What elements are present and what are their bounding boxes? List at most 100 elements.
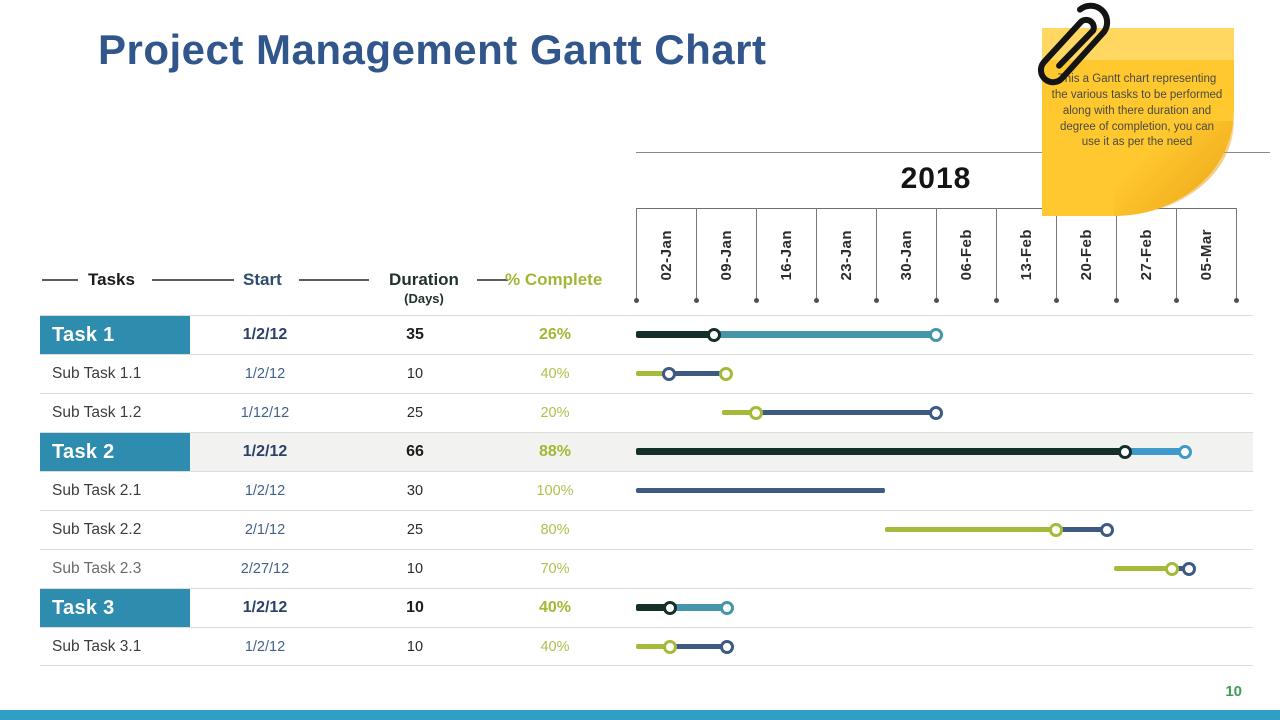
tick-dot (874, 298, 879, 303)
gantt-bar-segment (670, 644, 727, 649)
task-start-date: 1/2/12 (244, 483, 286, 499)
tick-line (636, 208, 637, 300)
task-start-date: 1/2/12 (244, 638, 286, 655)
task-percent-complete: 80% (540, 522, 570, 538)
date-label: 27-Feb (1116, 212, 1176, 298)
gantt-milestone-marker (661, 366, 676, 381)
gantt-bar-segment (636, 488, 885, 493)
task-name: Sub Task 2.2 (52, 521, 142, 538)
gantt-bar-segment (636, 448, 1125, 455)
task-name: Task 1 (40, 316, 190, 354)
tick-line (996, 208, 997, 300)
tick-dot (1054, 298, 1059, 303)
task-percent-complete: 26% (538, 326, 572, 343)
gantt-bar-segment (636, 331, 714, 338)
date-label-text: 06-Feb (957, 229, 975, 281)
task-duration: 10 (406, 599, 424, 616)
date-label-text: 30-Jan (897, 229, 915, 281)
header-divider (42, 279, 78, 281)
gantt-bar-segment (721, 410, 756, 415)
page-title: Project Management Gantt Chart (98, 26, 767, 73)
tick-line (1056, 208, 1057, 300)
gantt-bar-segment (1171, 566, 1189, 571)
gantt-milestone-marker (719, 639, 734, 654)
gantt-bar-segment (1114, 566, 1172, 571)
timeline-year-label: 2018 (900, 162, 972, 195)
column-header-complete: % Complete (505, 270, 603, 289)
tick-dot (1234, 298, 1239, 303)
tick-dot (814, 298, 819, 303)
gantt-milestone-marker (929, 327, 943, 342)
gantt-milestone-marker (1181, 561, 1196, 576)
task-duration: 10 (406, 366, 424, 382)
date-label: 30-Jan (876, 212, 936, 298)
task-duration: 35 (406, 326, 424, 343)
tick-dot (1174, 298, 1179, 303)
gantt-milestone-marker (1100, 522, 1115, 537)
tick-line (1176, 208, 1177, 300)
gantt-bar-segment (668, 371, 726, 376)
column-header-duration-unit: (Days) (404, 291, 444, 306)
page-number: 10 (1225, 683, 1242, 700)
task-percent-complete: 40% (538, 599, 572, 616)
gantt-milestone-marker (707, 327, 721, 342)
gantt-bar-segment (714, 331, 936, 338)
task-start-date: 1/2/12 (242, 443, 288, 460)
task-start-date: 1/12/12 (240, 405, 290, 421)
gantt-milestone-marker (663, 600, 678, 615)
tick-line (696, 208, 697, 300)
tick-line (1116, 208, 1117, 300)
gantt-milestone-marker (1164, 561, 1179, 576)
gantt-milestone-marker (1177, 444, 1192, 459)
task-duration: 66 (406, 443, 424, 460)
tick-dot (754, 298, 759, 303)
sticky-note-text: This a Gantt chart representing the vari… (1051, 73, 1223, 149)
gantt-milestone-marker (719, 600, 734, 615)
column-header-duration: Duration (389, 270, 459, 289)
gantt-milestone-marker (719, 366, 733, 381)
task-name: Sub Task 1.2 (52, 404, 142, 421)
date-label: 23-Jan (816, 212, 876, 298)
task-start-date: 2/1/12 (244, 522, 286, 538)
task-name: Sub Task 2.3 (52, 560, 142, 577)
table-row: Sub Task 1.2 1/12/12 25 20% (40, 393, 1253, 432)
task-name: Sub Task 1.1 (52, 365, 142, 382)
task-start-date: 1/2/12 (242, 599, 288, 616)
tick-dot (694, 298, 699, 303)
sticky-note: This a Gantt chart representing the vari… (1042, 28, 1234, 216)
task-start-date: 1/2/12 (244, 366, 286, 382)
table-row: Task 3 1/2/12 10 40% (40, 588, 1253, 627)
gantt-bar-segment (670, 604, 727, 611)
task-duration: 25 (406, 405, 424, 421)
task-name: Sub Task 3.1 (52, 637, 142, 655)
date-label: 09-Jan (696, 212, 756, 298)
task-duration: 10 (406, 561, 424, 577)
timeline-top-line (636, 152, 1270, 153)
gantt-bar-segment (884, 527, 1056, 532)
date-label-text: 20-Feb (1077, 229, 1095, 281)
date-label: 13-Feb (996, 212, 1056, 298)
task-percent-complete: 70% (540, 561, 570, 577)
header-divider (477, 279, 508, 281)
tick-line (816, 208, 817, 300)
paperclip-icon (1037, 2, 1111, 86)
task-name: Sub Task 2.1 (52, 482, 142, 499)
gantt-bar-segment (1056, 527, 1108, 532)
date-label: 20-Feb (1056, 212, 1116, 298)
gantt-bar-segment (636, 644, 671, 649)
tick-dot (934, 298, 939, 303)
task-duration: 25 (406, 522, 424, 538)
task-start-date: 2/27/12 (240, 561, 290, 577)
task-duration: 30 (406, 483, 424, 499)
tick-dot (1114, 298, 1119, 303)
gantt-milestone-marker (1049, 522, 1063, 537)
tick-line (756, 208, 757, 300)
column-header-start: Start (243, 270, 282, 289)
task-percent-complete: 40% (540, 366, 570, 382)
task-percent-complete: 88% (538, 443, 572, 460)
header-divider (299, 279, 369, 281)
gantt-milestone-marker (663, 639, 678, 654)
date-label: 16-Jan (756, 212, 816, 298)
gantt-bar-segment (636, 371, 669, 376)
task-percent-complete: 40% (540, 638, 570, 655)
